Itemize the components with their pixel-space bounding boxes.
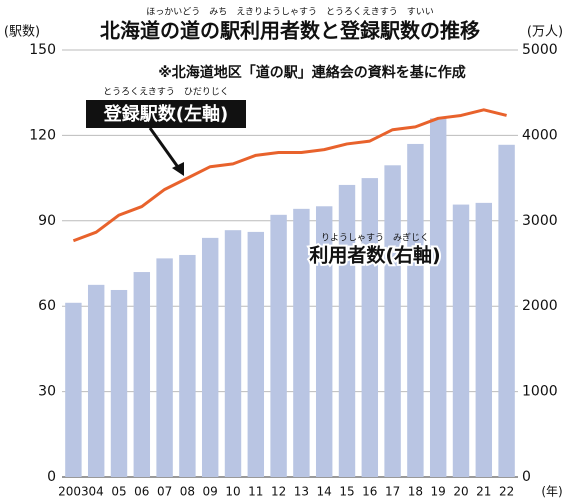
bar [134,272,150,477]
bar [293,209,309,477]
arrow [150,128,180,170]
x-tick-label: 17 [385,485,400,499]
bar [65,303,81,477]
bar [476,203,492,477]
x-tick-label: 06 [134,485,149,499]
chart: ほっかいどう みち えきりようしゃすう とうろくえきすう すいい 北海道の道の駅… [0,0,568,499]
y-tick-label: 0 [47,469,56,485]
bar [270,215,286,477]
y-tick-label: 30 [38,384,56,400]
bar [498,145,514,477]
x-tick-label: 19 [431,485,446,499]
y-tick-label: 90 [38,213,56,229]
annotation: 登録駅数(左軸) [103,103,228,125]
bar [88,285,104,477]
x-tick-label: 21 [476,485,491,499]
x-tick-label: 10 [225,485,240,499]
y2-tick-label: 5000 [522,42,558,58]
x-tick-label: 07 [157,485,172,499]
x-tick-label: 14 [317,485,332,499]
x-tick-label: 13 [294,485,309,499]
bar [202,238,218,477]
annotation-reading: とうろくえきすう ひだりじく [103,87,229,98]
bar [248,232,264,477]
bar [179,255,195,477]
annotation: 利用者数(右軸) [309,244,440,267]
x-tick-label: 08 [180,485,195,499]
y-tick-label: 120 [29,127,56,143]
x-tick-label: 22 [499,485,514,499]
x-tick-label: 20 [453,485,468,499]
x-tick-label: 09 [203,485,218,499]
y2-tick-label: 2000 [522,298,558,314]
x-tick-label: 05 [111,485,126,499]
bar [225,230,241,477]
x-tick-label: 15 [339,485,354,499]
y2-tick-label: 4000 [522,127,558,143]
arrow-head [172,162,184,176]
annotation-reading: りようしゃすう みぎじく [321,232,429,244]
x-tick-label: 12 [271,485,286,499]
y2-tick-label: 0 [522,469,531,485]
y-tick-label: 60 [38,298,56,314]
title-reading: ほっかいどう みち えきりようしゃすう とうろくえきすう すいい [146,7,433,18]
x-tick-label: 04 [89,485,104,499]
chart-title: 北海道の道の駅利用者数と登録駅数の推移 [100,19,480,43]
x-tick-label: 11 [248,485,263,499]
bar [384,165,400,477]
subtitle: ※北海道地区「道の駅」連絡会の資料を基に作成 [158,64,466,81]
x-tick-label: 18 [408,485,423,499]
bar [111,290,127,477]
x-axis-label: (年) [541,485,562,499]
bar [407,144,423,477]
bar [430,118,446,477]
bar [453,205,469,477]
y2-axis-label: (万人) [527,25,563,40]
y-axis-label: (駅数) [4,25,40,40]
x-tick-label: 16 [362,485,377,499]
bar [362,178,378,477]
x-tick-label: 2003 [58,485,89,499]
bar [156,258,172,477]
y-tick-label: 150 [29,42,56,58]
bar [339,185,355,477]
y2-tick-label: 1000 [522,384,558,400]
y2-tick-label: 3000 [522,213,558,229]
